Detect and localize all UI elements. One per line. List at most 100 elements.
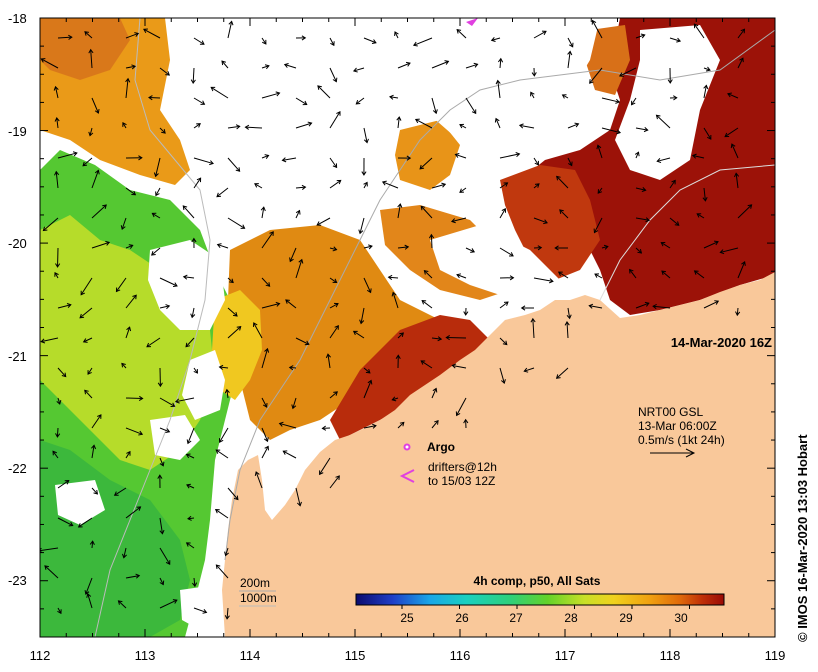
current-arrow-head [264, 154, 270, 159]
current-arrow-head [105, 240, 111, 246]
current-arrow [431, 337, 442, 340]
current-arrow [261, 92, 280, 99]
current-arrow [193, 157, 214, 165]
current-arrow [329, 37, 335, 46]
current-arrow-head [434, 419, 439, 425]
current-arrow [363, 245, 373, 249]
current-arrow-head [656, 158, 662, 164]
current-arrow-head [705, 66, 711, 72]
current-arrow [146, 337, 161, 348]
current-arrow-head [456, 28, 462, 34]
current-arrow-head [391, 396, 397, 402]
current-arrow-head [747, 204, 753, 209]
current-arrow-head [264, 347, 270, 353]
current-arrows [40, 19, 753, 620]
current-arrow [91, 241, 110, 249]
current-arrow-head [371, 39, 377, 44]
current-arrow [567, 37, 574, 47]
current-arrow-head [561, 94, 567, 99]
current-arrow [703, 85, 707, 99]
current-arrow [79, 307, 93, 319]
current-arrow [125, 32, 139, 39]
current-arrow-head [597, 189, 603, 194]
current-arrow [459, 124, 467, 129]
current-date: 13-Mar 06:00Z [638, 419, 717, 433]
current-arrow [123, 547, 127, 558]
current-arrow-head [615, 98, 621, 104]
current-arrow [397, 422, 405, 429]
lat-tick-label: -23 [8, 573, 27, 588]
current-arrow [363, 425, 377, 429]
current-arrow-head [64, 480, 70, 485]
current-arrow [737, 261, 746, 279]
current-arrow-head [126, 326, 132, 332]
current-arrow [455, 153, 467, 159]
current-arrow-head [740, 28, 746, 34]
current-arrow [226, 607, 229, 619]
current-arrow-head [61, 372, 67, 378]
current-arrow-head [603, 244, 609, 250]
current-arrow [694, 23, 705, 39]
sst-red-coastal [330, 315, 490, 440]
current-arrow-head [153, 172, 159, 178]
current-arrow [727, 93, 739, 99]
current-arrow [159, 517, 163, 534]
current-arrow-head [518, 123, 524, 129]
current-arrow-head [121, 553, 127, 559]
current-arrow [589, 305, 603, 309]
current-arrow [193, 367, 198, 374]
current-arrow-head [549, 278, 554, 284]
current-arrow [125, 506, 141, 519]
sst-orange-north [395, 120, 460, 190]
lat-tick-label: -19 [8, 124, 27, 139]
current-arrow [91, 97, 99, 114]
current-arrow [519, 124, 535, 129]
current-arrow [329, 67, 337, 82]
current-arrow [285, 299, 297, 309]
cloud-gap-far-south [180, 585, 222, 630]
current-arrow [85, 577, 93, 595]
current-arrow [703, 187, 706, 201]
current-arrow-head [463, 311, 469, 316]
current-arrow [227, 217, 245, 229]
current-arrow-head [520, 305, 526, 311]
current-arrow [737, 28, 745, 39]
current-arrow [261, 446, 269, 459]
current-arrow [159, 547, 171, 565]
current-arrow-head [185, 342, 191, 348]
current-arrow [499, 301, 509, 309]
current-arrow [389, 96, 399, 99]
current-arrow [87, 367, 93, 375]
sst-darkorange-northwest [40, 18, 130, 80]
current-arrow-head [543, 219, 548, 225]
current-arrow [533, 157, 539, 166]
current-arrow-head [463, 418, 469, 424]
isobath-legend: 200m 1000m [239, 576, 277, 607]
current-arrow [597, 187, 603, 194]
current-arrow-head [419, 164, 425, 170]
current-arrow [559, 209, 569, 219]
current-arrow-head [567, 50, 573, 56]
current-arrow-head [200, 100, 206, 105]
current-arrow-head [131, 64, 137, 70]
current-arrow-head [495, 79, 501, 85]
current-arrow [533, 277, 553, 282]
current-arrow [57, 367, 67, 377]
current-arrow [261, 303, 280, 309]
current-arrow-head [359, 319, 365, 325]
current-arrow [669, 37, 681, 42]
current-arrow-head [420, 205, 426, 211]
lat-tick-label: -18 [8, 11, 27, 26]
current-arrow [635, 217, 650, 221]
current-arrow-head [631, 100, 636, 106]
sst-colorbar: 4h comp, p50, All Sats 25 26 27 28 29 30 [355, 574, 725, 625]
current-arrow [57, 36, 72, 39]
colorbar-tick-label: 27 [509, 611, 523, 625]
lon-tick-label: 114 [240, 648, 261, 663]
current-arrow [217, 244, 229, 249]
current-arrow [284, 64, 297, 69]
current-arrow [696, 213, 705, 219]
current-arrow-head [703, 84, 709, 90]
lon-tick-label: 112 [30, 648, 51, 663]
current-arrow [724, 127, 739, 138]
